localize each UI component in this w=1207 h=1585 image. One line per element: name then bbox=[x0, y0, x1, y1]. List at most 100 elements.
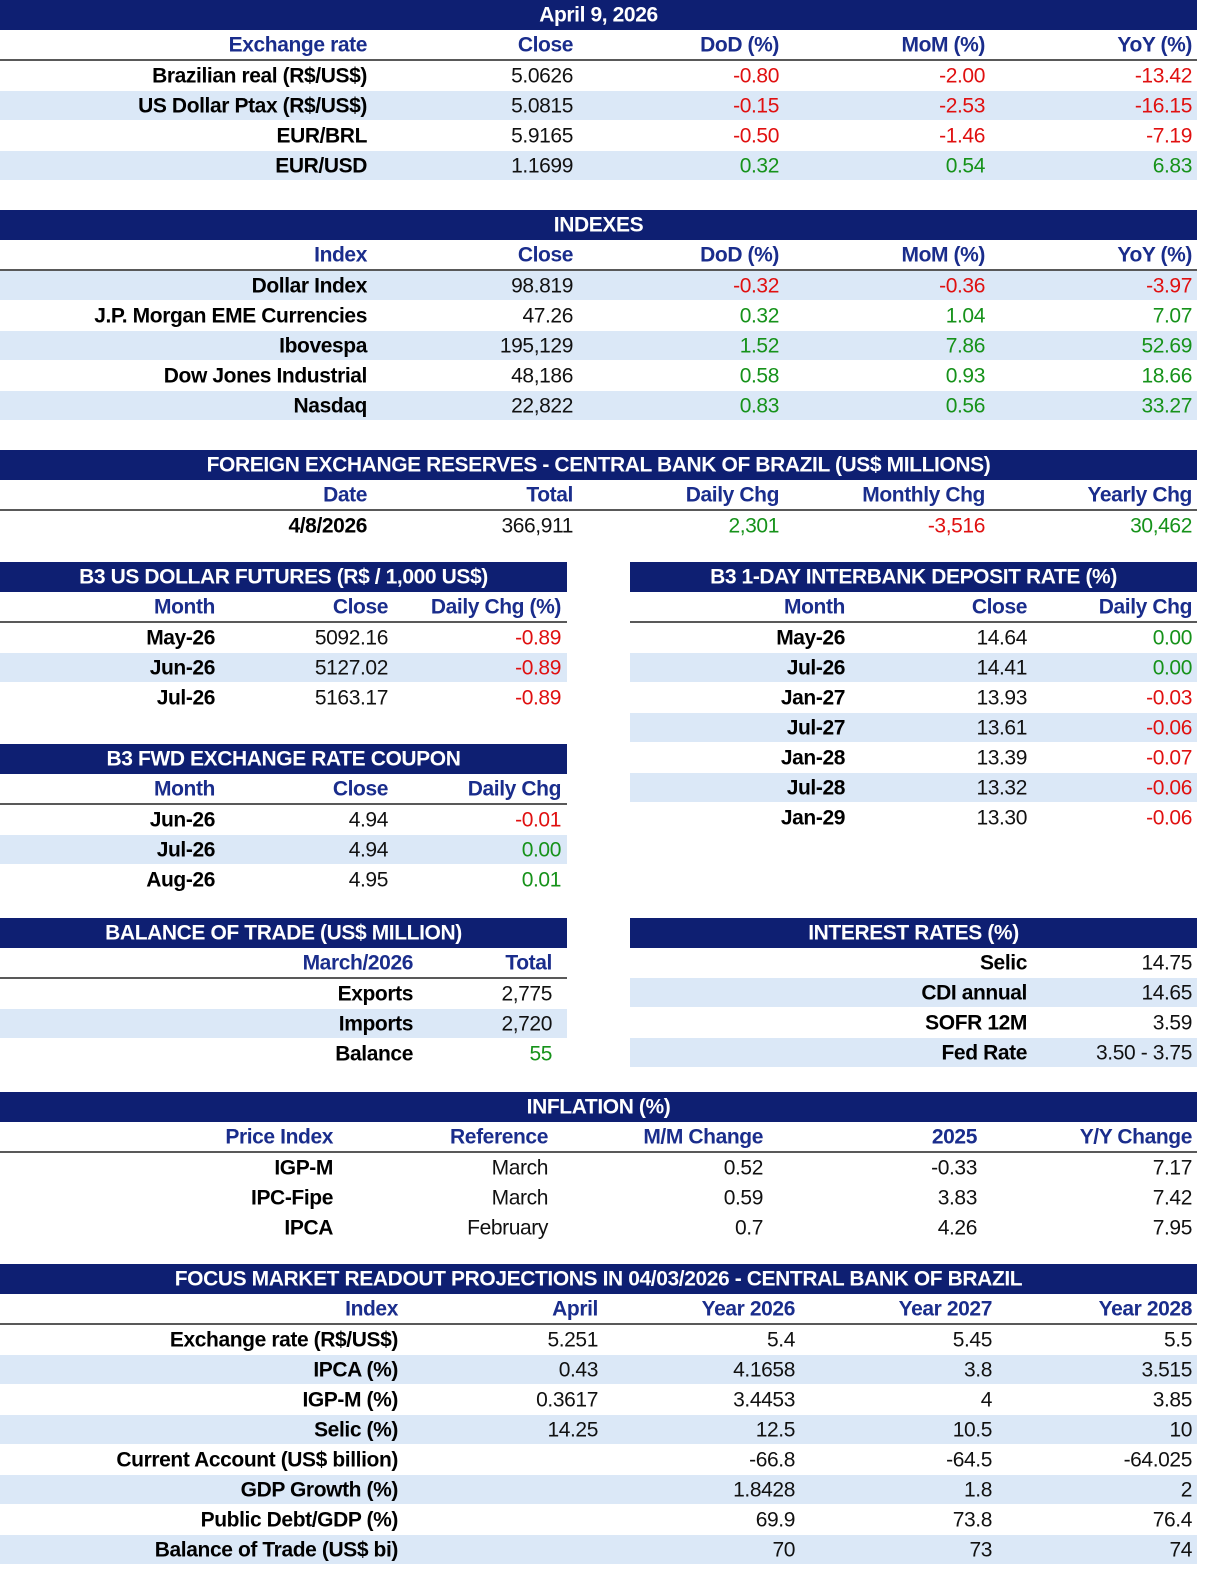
cell-value: -0.03 bbox=[1146, 687, 1192, 710]
cell-value: 0.54 bbox=[946, 155, 986, 178]
cell-value: 5092.16 bbox=[315, 627, 388, 650]
row-label: Nasdaq bbox=[294, 395, 367, 418]
column-header: Exchange rate bbox=[229, 34, 367, 57]
cell-value: 13.30 bbox=[976, 807, 1027, 830]
column-header: Y/Y Change bbox=[1080, 1126, 1192, 1149]
row-stripe bbox=[0, 151, 1197, 180]
cell-value: 3.59 bbox=[1153, 1012, 1192, 1035]
cell-value: -13.42 bbox=[1135, 65, 1192, 88]
row-stripe bbox=[0, 1475, 1197, 1504]
cell-value: 2,720 bbox=[501, 1013, 552, 1036]
cell-value: 0.01 bbox=[522, 869, 561, 892]
column-header: Price Index bbox=[225, 1126, 333, 1149]
row-label: CDI annual bbox=[921, 982, 1027, 1005]
cell-value: -0.89 bbox=[515, 657, 561, 680]
cell-value: -7.19 bbox=[1146, 125, 1192, 148]
cell-value: -64.025 bbox=[1124, 1449, 1192, 1472]
section-title-bar bbox=[0, 210, 1197, 240]
section-title-bar bbox=[630, 918, 1197, 948]
cell-value: 13.39 bbox=[976, 747, 1027, 770]
cell-value: 76.4 bbox=[1153, 1509, 1193, 1532]
cell-value: 1.04 bbox=[946, 305, 986, 328]
cell-value: March bbox=[492, 1187, 548, 1210]
cell-value: 13.93 bbox=[976, 687, 1027, 710]
section-title: FOREIGN EXCHANGE RESERVES - CENTRAL BANK… bbox=[207, 454, 991, 477]
cell-value: 0.32 bbox=[740, 155, 779, 178]
column-header: DoD (%) bbox=[700, 244, 779, 267]
row-label: Jan-29 bbox=[781, 807, 845, 830]
row-label: Selic bbox=[980, 952, 1028, 975]
column-header: Reference bbox=[450, 1126, 548, 1149]
cell-value: February bbox=[467, 1217, 549, 1240]
cell-value: 30,462 bbox=[1130, 515, 1192, 538]
section-title: April 9, 2026 bbox=[539, 4, 658, 27]
cell-value: -0.06 bbox=[1146, 717, 1192, 740]
cell-value: 55 bbox=[529, 1043, 552, 1066]
cell-value: March bbox=[492, 1157, 548, 1180]
column-header: Total bbox=[505, 952, 552, 975]
cell-value: 2,775 bbox=[501, 983, 552, 1006]
section-title: INTEREST RATES (%) bbox=[808, 922, 1019, 945]
row-label: Brazilian real (R$/US$) bbox=[152, 65, 367, 88]
section-title: B3 1-DAY INTERBANK DEPOSIT RATE (%) bbox=[710, 566, 1117, 589]
cell-value: 33.27 bbox=[1141, 395, 1192, 418]
cell-value: 6.83 bbox=[1153, 155, 1192, 178]
cell-value: -3,516 bbox=[928, 515, 985, 538]
cell-value: 0.52 bbox=[724, 1157, 763, 1180]
row-label: Exports bbox=[338, 983, 413, 1006]
row-stripe bbox=[0, 1355, 1197, 1384]
row-label: Jul-26 bbox=[157, 687, 215, 710]
row-stripe bbox=[0, 835, 567, 864]
column-header: 2025 bbox=[932, 1126, 978, 1149]
cell-value: 4.94 bbox=[349, 839, 389, 862]
row-label: Jan-27 bbox=[781, 687, 845, 710]
column-header: Monthly Chg bbox=[862, 484, 985, 507]
cell-value: 1.52 bbox=[740, 335, 779, 358]
cell-value: 22,822 bbox=[511, 395, 573, 418]
row-label: IPCA (%) bbox=[313, 1359, 398, 1382]
cell-value: -16.15 bbox=[1135, 95, 1192, 118]
cell-value: -0.36 bbox=[939, 275, 985, 298]
row-label: IPCA bbox=[284, 1217, 333, 1240]
row-label: Current Account (US$ billion) bbox=[116, 1449, 398, 1472]
row-stripe bbox=[630, 978, 1197, 1007]
cell-value: 5.5 bbox=[1164, 1329, 1192, 1352]
column-header: Daily Chg bbox=[1099, 596, 1192, 619]
cell-value: -0.80 bbox=[733, 65, 779, 88]
row-label: Balance bbox=[335, 1043, 413, 1066]
column-header: April bbox=[552, 1298, 598, 1321]
row-label: Dollar Index bbox=[252, 275, 368, 298]
column-header: MoM (%) bbox=[901, 34, 985, 57]
column-header: March/2026 bbox=[303, 952, 413, 975]
cell-value: 1.8 bbox=[964, 1479, 992, 1502]
cell-value: 98.819 bbox=[511, 275, 573, 298]
column-header: Close bbox=[333, 596, 388, 619]
row-stripe bbox=[0, 653, 567, 682]
cell-value: -0.89 bbox=[515, 627, 561, 650]
cell-value: 0.00 bbox=[1153, 657, 1192, 680]
column-header: Close bbox=[518, 34, 573, 57]
cell-value: -3.97 bbox=[1146, 275, 1192, 298]
cell-value: 3.50 - 3.75 bbox=[1096, 1042, 1192, 1065]
cell-value: 7.42 bbox=[1153, 1187, 1192, 1210]
cell-value: 4.94 bbox=[349, 809, 389, 832]
cell-value: 1.1699 bbox=[511, 155, 573, 178]
cell-value: 10 bbox=[1169, 1419, 1192, 1442]
row-label: IPC-Fipe bbox=[251, 1187, 333, 1210]
cell-value: 5.9165 bbox=[511, 125, 573, 148]
section-title: INDEXES bbox=[554, 214, 644, 237]
row-stripe bbox=[0, 1535, 1197, 1564]
cell-value: -0.50 bbox=[733, 125, 779, 148]
row-label: IGP-M bbox=[274, 1157, 333, 1180]
cell-value: 2 bbox=[1181, 1479, 1192, 1502]
cell-value: 0.32 bbox=[740, 305, 779, 328]
column-header: Daily Chg bbox=[468, 778, 561, 801]
row-stripe bbox=[630, 773, 1197, 802]
cell-value: 7.07 bbox=[1153, 305, 1192, 328]
column-header: Yearly Chg bbox=[1087, 484, 1192, 507]
column-header: YoY (%) bbox=[1117, 244, 1192, 267]
cell-value: -0.32 bbox=[733, 275, 779, 298]
cell-value: 13.32 bbox=[976, 777, 1027, 800]
section-title-bar bbox=[0, 918, 567, 948]
column-header: Year 2026 bbox=[702, 1298, 795, 1321]
